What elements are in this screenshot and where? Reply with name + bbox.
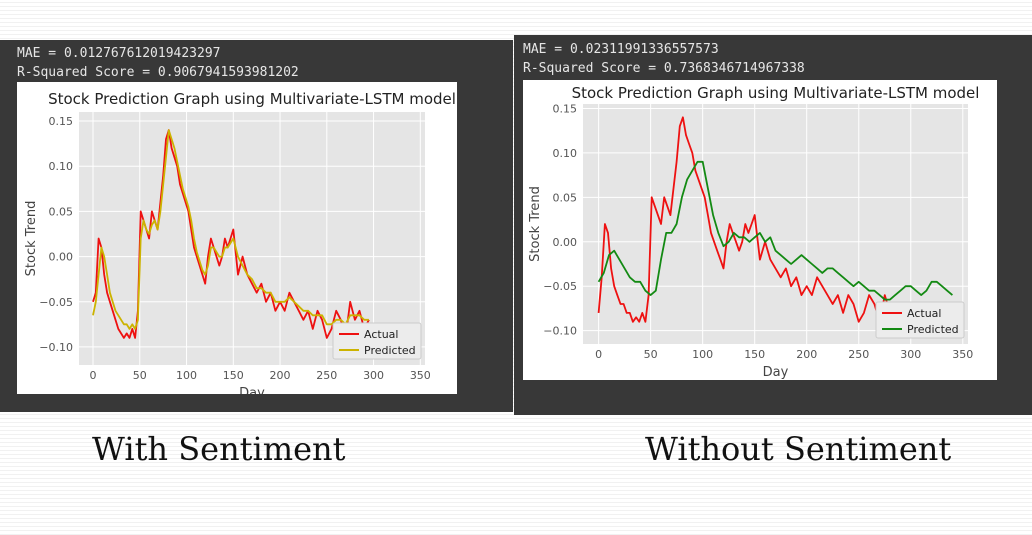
left-y-tick-label: 0.00 [49, 251, 74, 264]
left-x-tick-label: 0 [90, 369, 97, 382]
right-x-tick-label: 350 [952, 348, 973, 361]
left-x-tick-label: 200 [270, 369, 291, 382]
caption-without-sentiment: Without Sentiment [645, 430, 952, 468]
left-legend-label: Predicted [364, 344, 416, 357]
right-y-tick-label: 0.10 [553, 147, 578, 160]
right-chart-title: Stock Prediction Graph using Multivariat… [572, 84, 980, 102]
left-series-line-predicted [92, 129, 369, 330]
left-chart-svg: Stock Prediction Graph using Multivariat… [24, 90, 456, 394]
left-y-tick-label: −0.05 [39, 296, 73, 309]
right-x-tick-label: 50 [644, 348, 658, 361]
left-r2-text: R-Squared Score = 0.9067941593981202 [17, 65, 299, 80]
left-x-tick-label: 150 [223, 369, 244, 382]
right-series-line-predicted [597, 160, 953, 301]
left-mae-text: MAE = 0.012767612019423297 [17, 46, 221, 61]
left-series-line-actual [92, 129, 370, 339]
right-y-tick-label: 0.05 [553, 191, 578, 204]
left-y-axis-label: Stock Trend [24, 201, 39, 277]
right-y-tick-label: −0.05 [543, 280, 577, 293]
right-y-axis-label: Stock Trend [528, 186, 543, 262]
right-x-tick-label: 0 [595, 348, 602, 361]
right-y-tick-label: 0.15 [553, 102, 578, 115]
left-legend-label: Actual [364, 328, 398, 341]
left-x-tick-label: 50 [133, 369, 147, 382]
left-x-tick-label: 350 [410, 369, 431, 382]
right-series-line-actual [597, 116, 902, 323]
left-chart-title: Stock Prediction Graph using Multivariat… [48, 90, 456, 108]
left-y-tick-label: 0.15 [49, 115, 74, 128]
left-y-tick-label: −0.10 [39, 341, 73, 354]
left-x-tick-label: 100 [176, 369, 197, 382]
right-y-tick-label: 0.00 [553, 236, 578, 249]
caption-with-sentiment: With Sentiment [92, 430, 346, 468]
left-x-tick-label: 250 [316, 369, 337, 382]
left-x-tick-label: 300 [363, 369, 384, 382]
right-legend-label: Predicted [907, 323, 959, 336]
right-x-tick-label: 150 [744, 348, 765, 361]
right-x-tick-label: 200 [796, 348, 817, 361]
left-x-axis-label: Day [239, 386, 265, 394]
right-y-tick-label: −0.10 [543, 325, 577, 338]
right-x-tick-label: 100 [692, 348, 713, 361]
left-y-tick-label: 0.10 [49, 160, 74, 173]
right-x-tick-label: 300 [900, 348, 921, 361]
left-chart: Stock Prediction Graph using Multivariat… [17, 82, 457, 394]
right-chart-svg: Stock Prediction Graph using Multivariat… [528, 84, 980, 380]
right-r2-text: R-Squared Score = 0.7368346714967338 [523, 61, 805, 76]
right-legend-label: Actual [907, 307, 941, 320]
right-chart: Stock Prediction Graph using Multivariat… [523, 80, 997, 380]
right-mae-text: MAE = 0.02311991336557573 [523, 42, 719, 57]
right-x-axis-label: Day [763, 365, 789, 380]
left-y-tick-label: 0.05 [49, 205, 74, 218]
right-x-tick-label: 250 [848, 348, 869, 361]
